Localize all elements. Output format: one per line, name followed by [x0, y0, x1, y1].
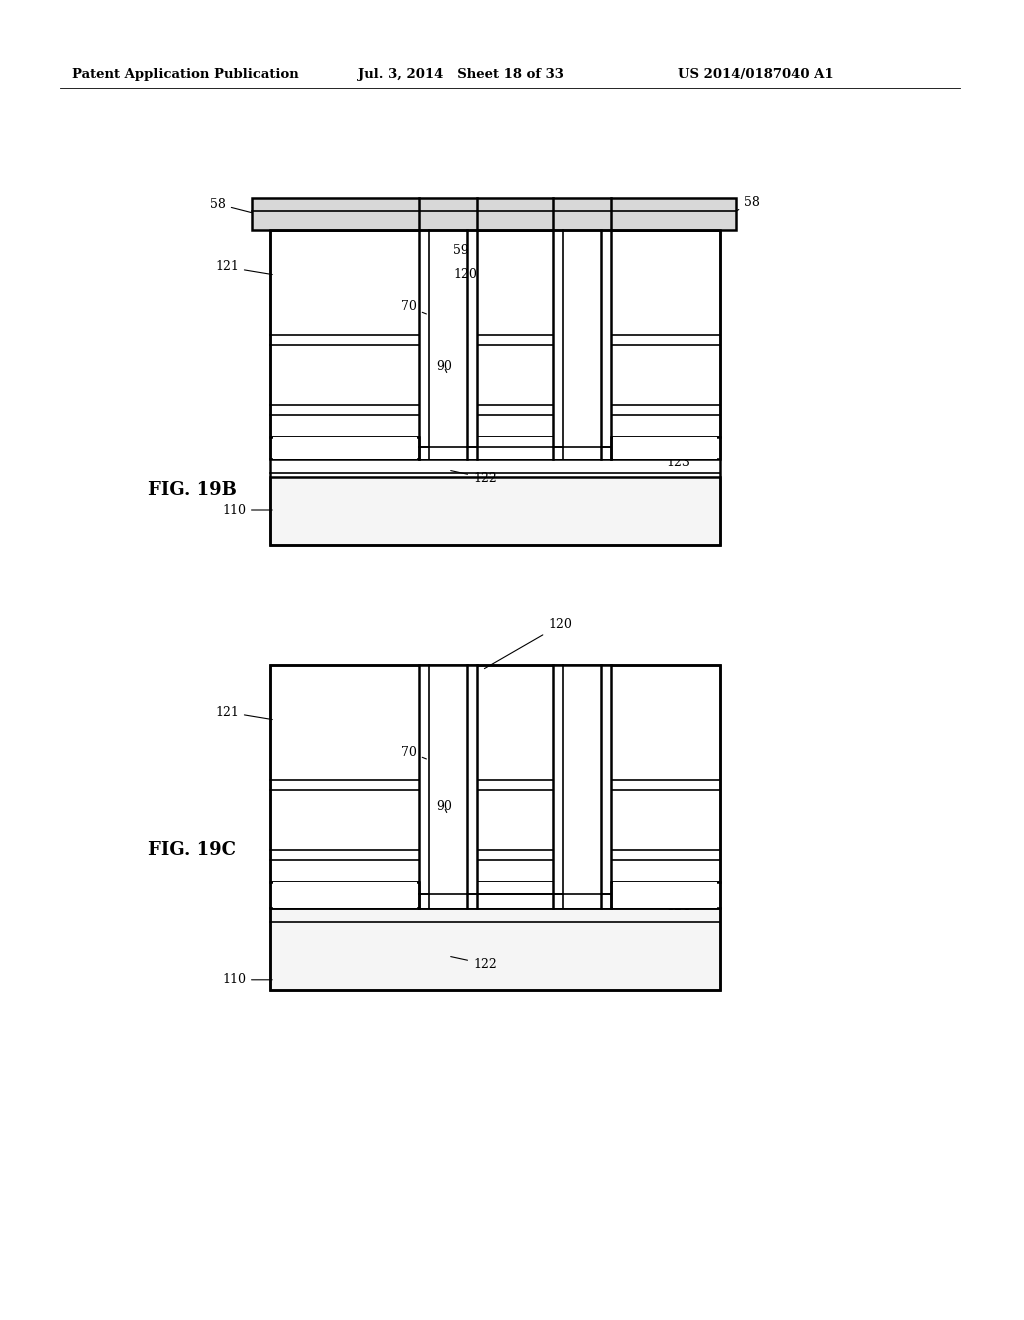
- Text: 120: 120: [453, 268, 477, 281]
- Bar: [270, 437, 720, 459]
- Bar: [273, 437, 417, 459]
- Bar: [419, 665, 477, 882]
- Bar: [419, 437, 611, 459]
- Text: Jul. 3, 2014   Sheet 18 of 33: Jul. 3, 2014 Sheet 18 of 33: [358, 69, 564, 81]
- Text: 122: 122: [451, 957, 497, 970]
- Text: FIG. 19C: FIG. 19C: [148, 841, 236, 859]
- Bar: [419, 882, 611, 908]
- Bar: [252, 198, 736, 230]
- Bar: [270, 908, 720, 990]
- Text: FIG. 19B: FIG. 19B: [148, 480, 237, 499]
- Bar: [479, 437, 551, 459]
- Text: 121: 121: [215, 705, 272, 719]
- Bar: [270, 882, 720, 908]
- Text: 59: 59: [453, 243, 469, 256]
- Text: US 2014/0187040 A1: US 2014/0187040 A1: [678, 69, 834, 81]
- Text: 90: 90: [436, 360, 452, 374]
- Bar: [270, 477, 720, 545]
- Text: 124: 124: [644, 896, 690, 913]
- Text: 90: 90: [436, 800, 452, 813]
- Bar: [270, 230, 720, 437]
- Text: 110: 110: [222, 503, 272, 516]
- Bar: [270, 665, 720, 882]
- Text: 70: 70: [401, 301, 426, 314]
- Bar: [479, 882, 551, 908]
- Text: 121: 121: [215, 260, 272, 275]
- Bar: [613, 437, 717, 459]
- Text: 120: 120: [484, 619, 571, 669]
- Text: 70: 70: [401, 746, 426, 759]
- Bar: [273, 882, 417, 908]
- Bar: [419, 230, 477, 437]
- Bar: [553, 665, 611, 882]
- Text: 58: 58: [733, 195, 760, 213]
- Text: Patent Application Publication: Patent Application Publication: [72, 69, 299, 81]
- Bar: [270, 665, 720, 990]
- Text: 58: 58: [210, 198, 254, 214]
- Text: 123: 123: [643, 449, 690, 470]
- Bar: [553, 230, 611, 437]
- Text: 110: 110: [222, 973, 272, 986]
- Bar: [270, 230, 720, 545]
- Text: 122: 122: [451, 471, 497, 484]
- Bar: [613, 882, 717, 908]
